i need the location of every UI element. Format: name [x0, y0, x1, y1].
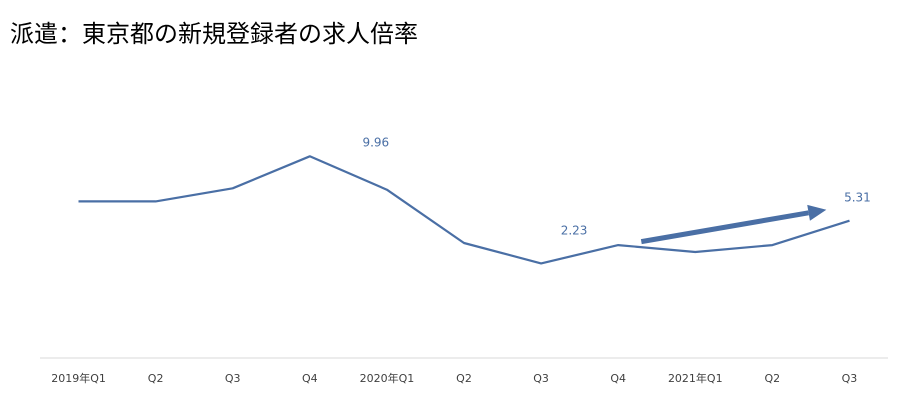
- x-tick-labels: 2019年Q1 Q2 Q3 Q4 2020年Q1 Q2 Q3 Q4 2021年Q1 Q2 Q3: [51, 371, 857, 385]
- x-tick-label: Q3: [842, 372, 858, 385]
- series-line: [78, 155, 850, 265]
- data-label: 9.96: [362, 135, 389, 149]
- x-tick-label: Q4: [610, 372, 626, 385]
- series-line-group: [78, 155, 850, 265]
- x-tick-label: Q2: [148, 372, 164, 385]
- x-tick-label: Q4: [302, 372, 318, 385]
- trend-arrow-group: [640, 204, 827, 245]
- x-tick-label: 2021年Q1: [668, 371, 723, 385]
- x-tick-label: Q3: [225, 372, 241, 385]
- trend-arrow-head: [807, 204, 827, 221]
- trend-arrow-shaft: [640, 210, 810, 245]
- x-tick-label: Q2: [456, 372, 472, 385]
- x-tick-label: Q3: [533, 372, 549, 385]
- data-label: 5.31: [844, 191, 871, 205]
- x-tick-label: 2020年Q1: [360, 371, 415, 385]
- data-labels: 9.96 2.23 5.31: [362, 135, 870, 237]
- chart-title: 派遣：東京都の新規登録者の求人倍率: [10, 20, 418, 48]
- data-label: 2.23: [561, 223, 588, 237]
- x-tick-label: Q2: [765, 372, 781, 385]
- x-tick-label: 2019年Q1: [51, 371, 106, 385]
